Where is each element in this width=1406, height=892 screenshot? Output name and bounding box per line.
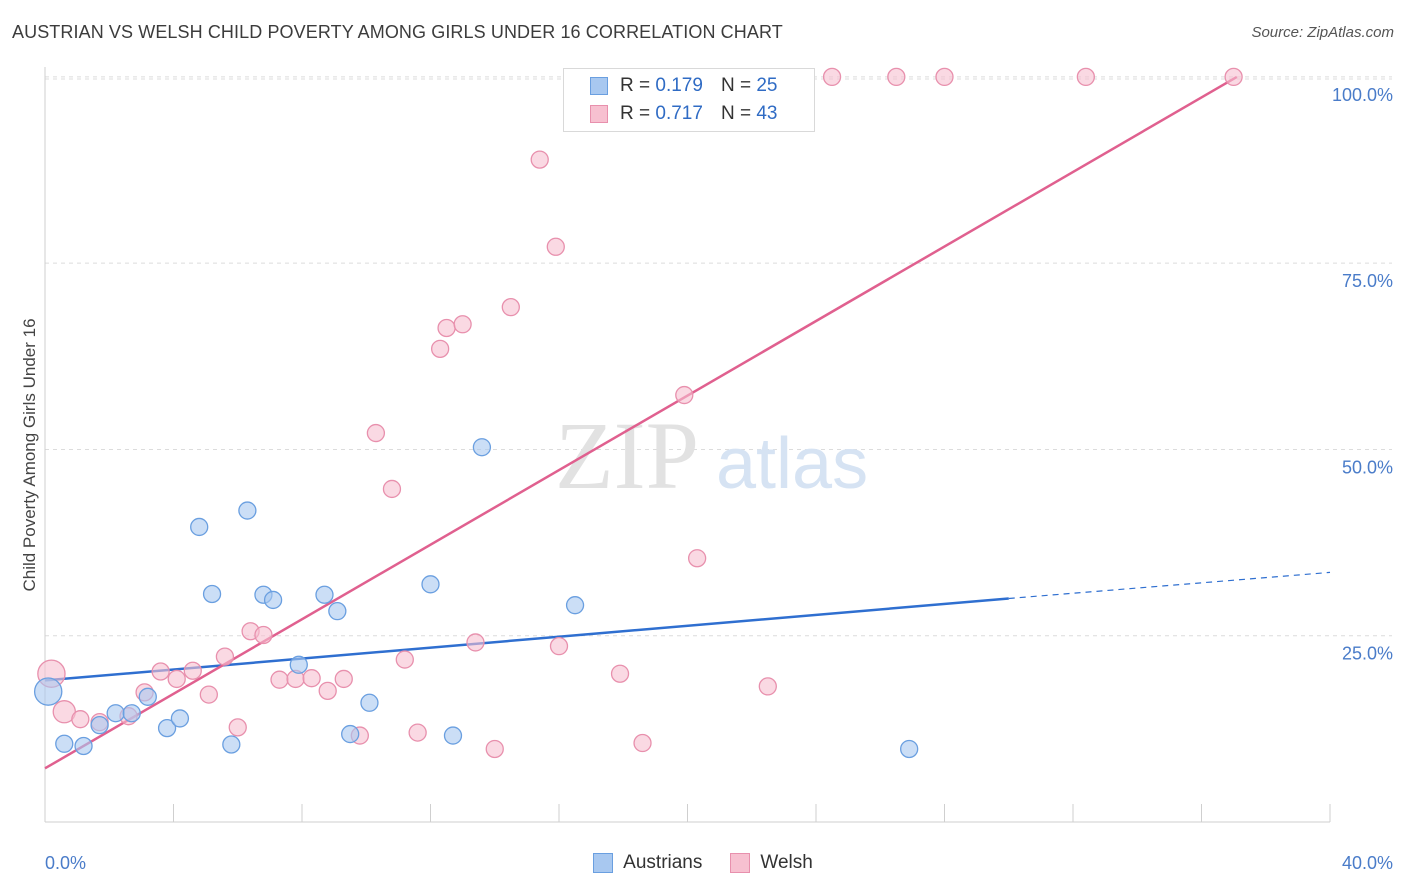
grid-lines bbox=[45, 76, 1392, 637]
welsh-point bbox=[151, 662, 170, 681]
data-points bbox=[33, 67, 1243, 759]
r-label: R = bbox=[620, 103, 651, 124]
austrians-point bbox=[170, 709, 190, 728]
n-label: N = bbox=[720, 103, 752, 124]
y-tick-label: 75.0% bbox=[1342, 271, 1393, 291]
r-value: 0.179 bbox=[655, 75, 703, 96]
welsh-point bbox=[687, 549, 707, 568]
r-value: 0.717 bbox=[655, 103, 703, 124]
austrians-point bbox=[360, 693, 379, 712]
n-value: 25 bbox=[756, 75, 778, 96]
legend-label: Welsh bbox=[760, 852, 813, 873]
austrians-point bbox=[222, 735, 241, 754]
austrians-swatch bbox=[590, 77, 608, 95]
welsh-point bbox=[758, 677, 777, 696]
welsh-point bbox=[254, 625, 273, 645]
welsh-point bbox=[334, 669, 353, 689]
legend-row-austrians: R = 0.179 N = 25 bbox=[590, 74, 777, 98]
austrians-point bbox=[55, 734, 74, 753]
welsh-point bbox=[167, 669, 186, 689]
watermark: ZIP atlas bbox=[555, 402, 868, 509]
austrians-point bbox=[202, 584, 222, 604]
austrians-point bbox=[190, 517, 209, 537]
welsh-point bbox=[408, 723, 427, 742]
austrians-point bbox=[315, 585, 334, 604]
austrians-point bbox=[138, 687, 157, 706]
austrians-point bbox=[289, 655, 308, 674]
y-tick-label: 100.0% bbox=[1332, 85, 1393, 105]
austrians-point bbox=[106, 704, 125, 723]
legend-item-austrians[interactable]: Austrians bbox=[593, 852, 702, 874]
x-tick-labels: 0.0% 40.0% bbox=[45, 853, 1393, 873]
welsh-point bbox=[437, 318, 456, 338]
welsh-swatch bbox=[590, 105, 608, 123]
austrians-point bbox=[90, 715, 109, 735]
welsh-point bbox=[822, 67, 842, 87]
welsh-trend-line bbox=[44, 75, 1238, 770]
legend-row-welsh: R = 0.717 N = 43 bbox=[590, 102, 777, 126]
austrians-point bbox=[900, 739, 919, 759]
r-label: R = bbox=[620, 75, 651, 96]
y-tick-label: 25.0% bbox=[1342, 644, 1393, 664]
austrians-point bbox=[74, 736, 93, 756]
legend-label: Austrians bbox=[623, 852, 703, 873]
n-value: 43 bbox=[756, 103, 778, 124]
welsh-point bbox=[466, 633, 485, 652]
welsh-point bbox=[318, 681, 337, 701]
watermark-zip: ZIP bbox=[555, 402, 699, 509]
welsh-point bbox=[1076, 67, 1095, 87]
austrians-trend-line bbox=[44, 597, 1009, 682]
series-legend: Austrians Welsh bbox=[0, 852, 1406, 874]
welsh-point bbox=[382, 479, 402, 499]
n-label: N = bbox=[720, 75, 752, 96]
austrians-trend-extension bbox=[1008, 571, 1331, 600]
welsh-point bbox=[887, 67, 906, 87]
welsh-point bbox=[270, 670, 289, 689]
welsh-point bbox=[549, 637, 569, 656]
legend-item-welsh[interactable]: Welsh bbox=[730, 852, 813, 874]
welsh-point bbox=[935, 67, 954, 87]
welsh-point bbox=[71, 710, 90, 729]
austrians-point bbox=[565, 596, 585, 615]
austrians-point bbox=[157, 718, 177, 738]
welsh-point bbox=[1224, 67, 1243, 87]
welsh-point bbox=[366, 423, 386, 443]
welsh-point bbox=[302, 669, 321, 688]
stats-legend: R = 0.179 N = 25 R = 0.717 N = 43 bbox=[563, 68, 815, 132]
x-tick-label: 40.0% bbox=[1342, 853, 1393, 873]
austrians-point bbox=[472, 438, 492, 457]
welsh-swatch bbox=[730, 853, 751, 873]
welsh-point bbox=[675, 385, 694, 405]
chart-title: AUSTRIAN VS WELSH CHILD POVERTY AMONG GI… bbox=[12, 22, 783, 42]
welsh-point bbox=[215, 647, 235, 666]
welsh-point bbox=[430, 339, 450, 359]
welsh-point bbox=[453, 315, 472, 334]
y-tick-labels: 25.0% 50.0% 75.0% 100.0% bbox=[1332, 85, 1393, 664]
austrians-point bbox=[238, 501, 257, 520]
y-tick-label: 50.0% bbox=[1342, 457, 1393, 477]
welsh-point bbox=[610, 664, 630, 683]
welsh-point bbox=[485, 739, 504, 759]
austrians-swatch bbox=[593, 853, 614, 873]
x-tick-label: 0.0% bbox=[45, 853, 86, 873]
austrians-point bbox=[33, 677, 63, 706]
welsh-point bbox=[633, 733, 652, 753]
austrians-point bbox=[328, 601, 347, 621]
austrians-point bbox=[443, 726, 463, 745]
welsh-point bbox=[530, 150, 549, 169]
welsh-point bbox=[501, 297, 520, 317]
austrians-point bbox=[421, 575, 440, 594]
welsh-point bbox=[199, 685, 218, 704]
welsh-point bbox=[395, 650, 414, 669]
welsh-point bbox=[183, 661, 202, 680]
austrians-point bbox=[122, 704, 141, 723]
trend-lines bbox=[44, 75, 1331, 770]
austrians-point bbox=[263, 590, 283, 610]
austrians-point bbox=[341, 724, 360, 744]
welsh-point bbox=[546, 237, 565, 256]
watermark-atlas: atlas bbox=[716, 424, 868, 504]
welsh-point bbox=[228, 718, 247, 737]
source-label: Source: ZipAtlas.com bbox=[1251, 24, 1394, 41]
